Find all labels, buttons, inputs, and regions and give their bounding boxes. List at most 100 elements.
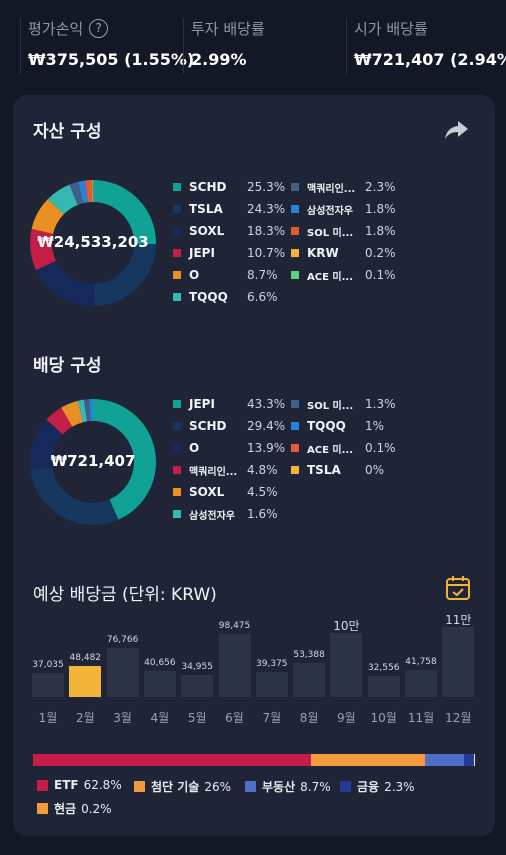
legend-pct: 2.3% — [365, 180, 396, 194]
stat-market-yield-value: ₩721,407 (2.94%) — [354, 50, 506, 69]
stat-market-yield: 시가 배당률 ₩721,407 (2.94%) — [346, 16, 506, 74]
month-bar-11[interactable] — [405, 670, 437, 697]
portfolio-card: 자산 구성 ₩24,533,203 SCHD 25.3% TSLA 24.3% SOXL… — [13, 95, 495, 836]
legend-name: TSLA — [189, 202, 223, 216]
month-bar-12[interactable] — [442, 627, 475, 697]
legend-name: ACE 미... — [307, 444, 353, 456]
legend-pct: 4.8% — [247, 463, 278, 477]
legend-name: 삼성전자우 — [307, 205, 353, 217]
sector-segment-4 — [474, 754, 475, 766]
asset-legend-item: SCHD 25.3% — [173, 176, 285, 198]
month-label: 3월 — [113, 711, 132, 725]
legend-swatch — [173, 183, 181, 191]
legend-swatch — [173, 422, 181, 430]
legend-swatch — [173, 271, 181, 279]
dividend-donut: ₩721,407 — [28, 397, 158, 527]
stat-invest-yield-label: 투자 배당률 — [191, 19, 265, 38]
month-label: 2월 — [75, 711, 95, 725]
bar-value-label: 39,375 — [256, 658, 288, 669]
month-bar-3[interactable] — [106, 648, 139, 697]
month-bar-6[interactable] — [218, 634, 251, 697]
month-label: 1월 — [38, 711, 58, 725]
sector-swatch — [37, 803, 48, 814]
month-label: 6월 — [225, 711, 244, 725]
legend-swatch — [173, 400, 181, 408]
legend-name: JEPI — [189, 397, 215, 411]
legend-pct: 1% — [365, 419, 385, 433]
asset-legend-item: KRW 0.2% — [291, 242, 396, 264]
bar-value-label: 32,556 — [367, 663, 400, 674]
legend-name: JEPI — [189, 246, 215, 260]
calendar-icon[interactable] — [445, 575, 471, 601]
asset-legend-item: ACE 미... 0.1% — [291, 264, 396, 286]
legend-swatch — [173, 444, 181, 452]
sector-pct: 62.8% — [83, 778, 122, 792]
dividend-legend-item: SOXL 4.5% — [173, 481, 278, 503]
month-bar-8[interactable] — [293, 663, 326, 697]
legend-swatch — [291, 422, 299, 430]
sector-segment-0 — [33, 754, 311, 766]
month-bar-4[interactable] — [143, 671, 176, 697]
sector-legend-item: 부동산 8.7% — [245, 778, 331, 795]
legend-pct: 0.2% — [365, 246, 396, 260]
sector-legend-item: ETF 62.8% — [37, 778, 122, 792]
dividend-legend-item: 삼성전자우 1.6% — [173, 503, 278, 525]
stat-unrealized: 평가손익 ? ₩375,505 (1.55%) — [20, 16, 195, 74]
stat-divider — [183, 18, 184, 74]
legend-name: SOL 미... — [307, 400, 354, 412]
bar-value-label: 98,475 — [218, 621, 251, 632]
month-label: 4월 — [150, 711, 170, 725]
legend-pct: 4.5% — [247, 485, 278, 499]
asset-slice-2 — [30, 180, 156, 306]
legend-name: SCHD — [189, 419, 227, 433]
stat-divider — [346, 18, 347, 74]
stat-unrealized-value: ₩375,505 (1.55%) — [28, 50, 195, 69]
legend-pct: 25.3% — [247, 180, 286, 194]
dividend-legend-item: ACE 미... 0.1% — [291, 437, 396, 459]
month-bar-5[interactable] — [181, 674, 214, 697]
sector-name: 부동산 — [262, 780, 296, 794]
month-label: 7월 — [262, 711, 282, 725]
sector-segment-3 — [463, 754, 475, 766]
bar-value-label: 11만 — [445, 613, 472, 627]
legend-name: TSLA — [307, 463, 341, 477]
asset-legend-item: JEPI 10.7% — [173, 242, 285, 264]
legend-pct: 29.4% — [247, 419, 286, 433]
sector-bar — [33, 754, 475, 766]
asset-section-title: 자산 구성 — [33, 122, 102, 142]
share-icon[interactable] — [443, 119, 469, 141]
dividend-section-title: 배당 구성 — [33, 356, 102, 376]
month-bar-7[interactable] — [255, 671, 288, 697]
asset-donut: ₩24,533,203 — [28, 178, 158, 308]
month-bar-10[interactable] — [367, 676, 400, 697]
sector-pct: 2.3% — [384, 779, 415, 794]
sector-name: ETF — [54, 778, 79, 792]
monthly-section-title: 예상 배당금 (단위: KRW) — [33, 585, 217, 605]
legend-pct: 13.9% — [247, 441, 286, 455]
stat-invest-yield-value: 2.99% — [191, 50, 247, 69]
sector-swatch — [134, 781, 145, 792]
legend-name: SOL 미... — [307, 227, 354, 239]
bar-value-label: 37,035 — [32, 660, 64, 671]
sector-swatch — [37, 779, 48, 791]
dividend-legend-item: TSLA 0% — [291, 459, 384, 481]
stat-unrealized-label: 평가손익 — [28, 19, 84, 38]
month-bar-2[interactable] — [69, 666, 102, 697]
legend-pct: 0.1% — [365, 441, 396, 455]
sector-swatch — [340, 781, 351, 792]
sector-pct: 26% — [204, 779, 232, 794]
month-bar-1[interactable] — [32, 673, 64, 697]
month-bar-9[interactable] — [330, 633, 363, 697]
legend-name: TQQQ — [189, 290, 228, 304]
legend-name: TQQQ — [307, 419, 346, 433]
legend-swatch — [291, 444, 299, 452]
asset-slice-9 — [30, 180, 156, 306]
monthly-bar-chart: 37,035 48,482 76,766 40,656 34,955 98,475 39,3… — [29, 607, 479, 727]
sector-name: 첨단 기술 — [151, 780, 200, 794]
legend-swatch — [291, 466, 299, 474]
dividend-legend-item: JEPI 43.3% — [173, 393, 285, 415]
legend-swatch — [291, 205, 299, 213]
legend-name: 맥쿼리인... — [307, 183, 356, 195]
legend-name: 삼성전자우 — [189, 510, 235, 522]
help-icon[interactable]: ? — [89, 18, 109, 38]
